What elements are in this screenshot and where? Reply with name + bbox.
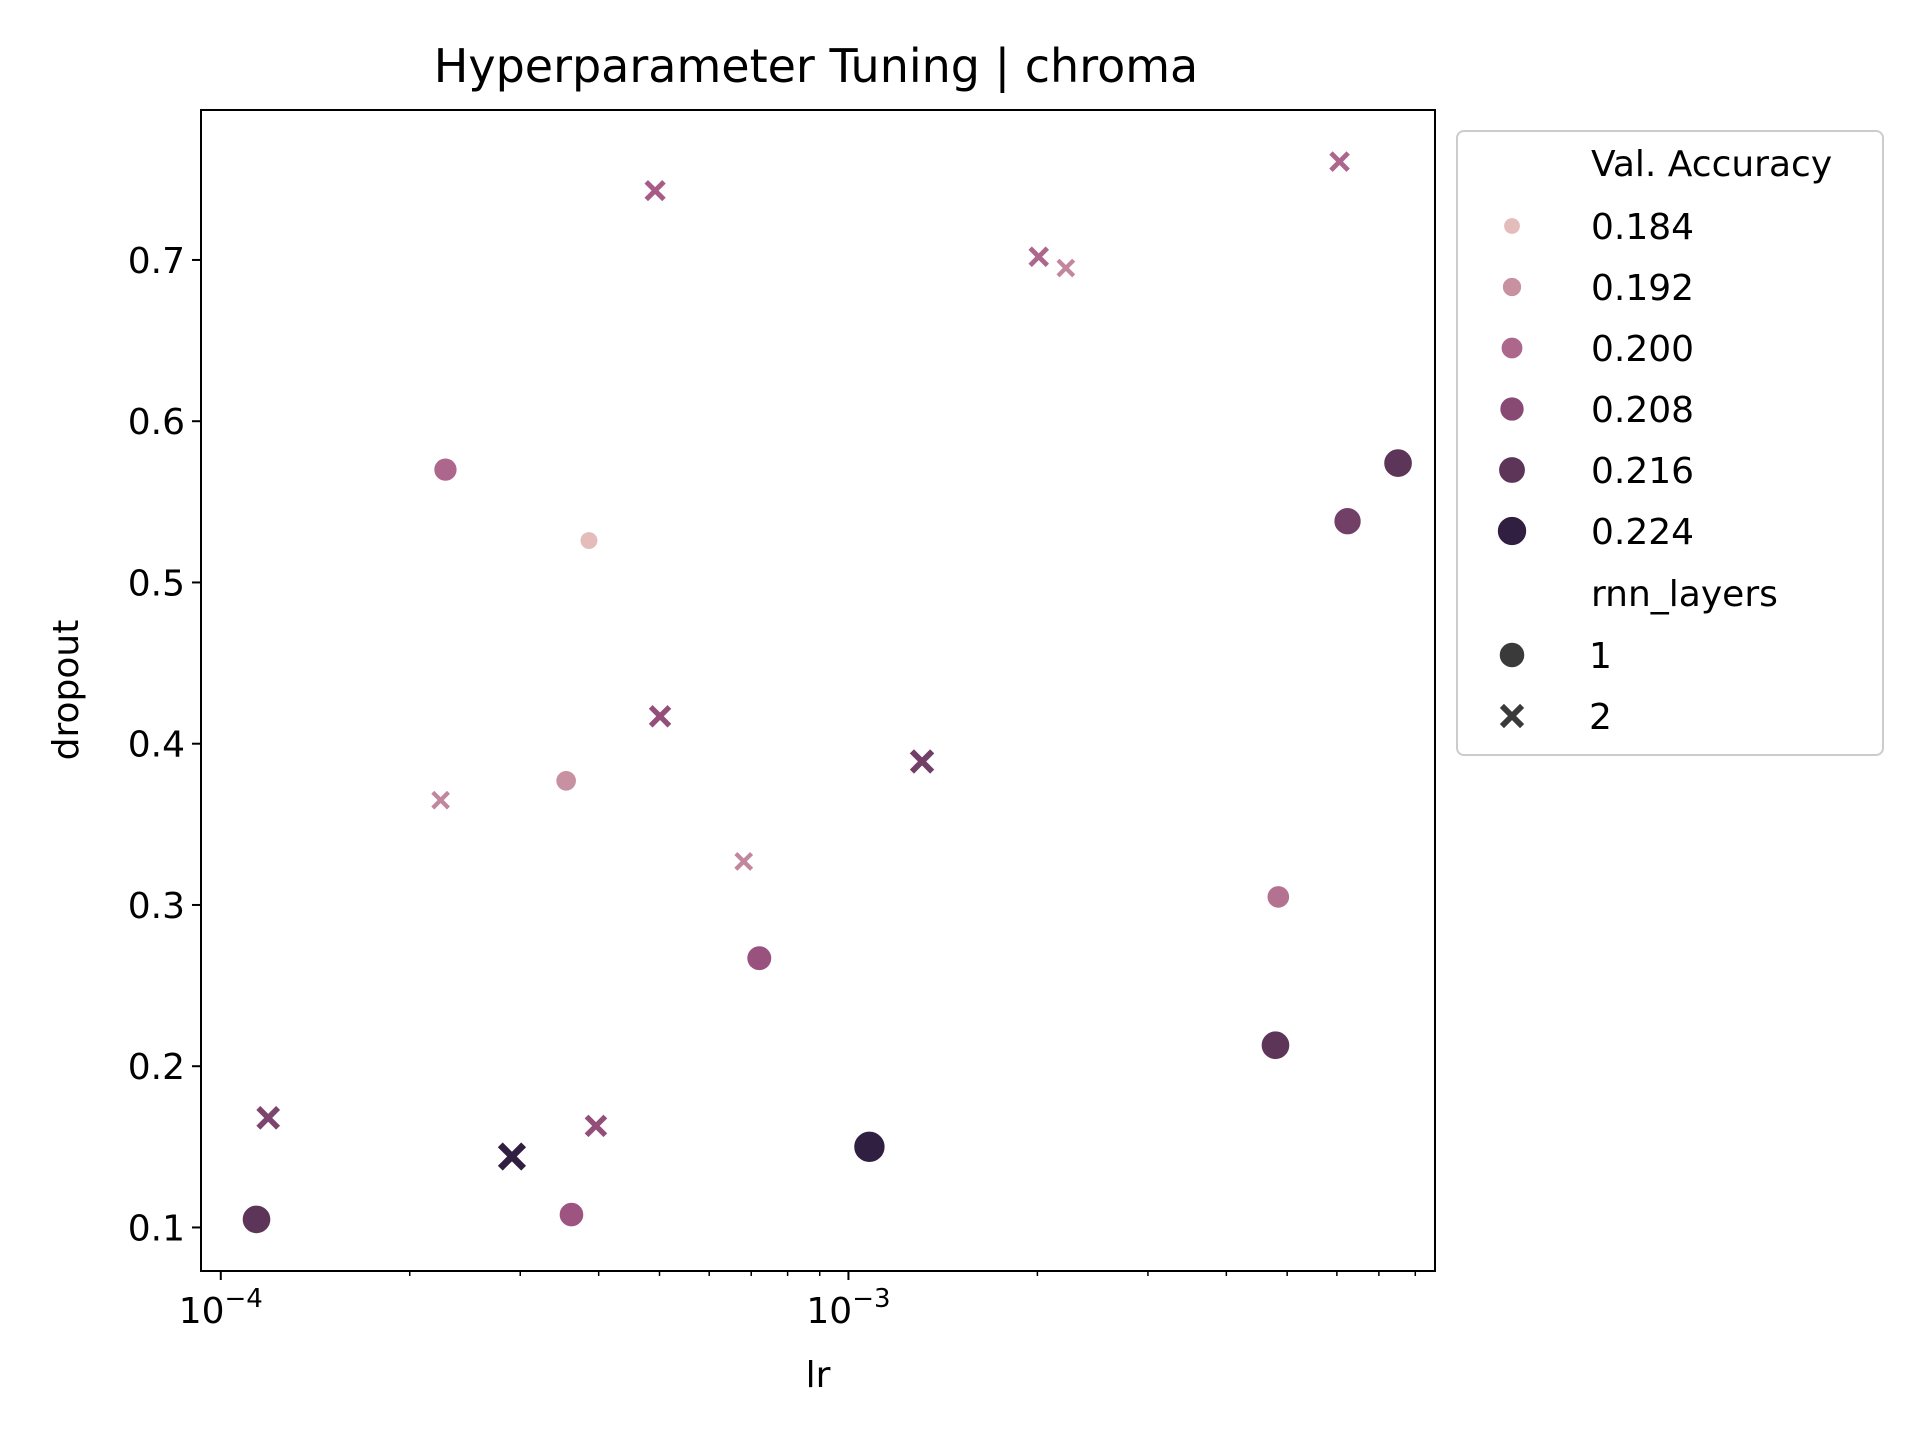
legend-hue-label: 0.184 [1591,207,1694,248]
data-point-circle [432,456,459,483]
y-tick-label: 0.5 [128,563,185,604]
data-point-circle [852,1130,887,1164]
data-point-x [1026,244,1051,269]
data-point-circle [1332,506,1363,536]
data-point-x [647,703,673,730]
data-point-circle [1265,884,1291,910]
y-tick-label: 0.6 [128,402,185,443]
legend-style-marker-x [1498,702,1526,730]
data-point-x [1327,149,1352,174]
data-point-circle [558,1201,585,1228]
legend-box [1456,130,1884,756]
data-point-circle [578,530,599,551]
legend-hue-marker [1497,455,1527,485]
data-point-circle [554,769,578,793]
legend-hue-label: 0.200 [1591,329,1694,370]
y-tick-label: 0.7 [128,241,185,282]
data-point-circle [1260,1029,1291,1061]
x-axis-label: lr [806,1355,831,1396]
y-tick-label: 0.3 [128,886,185,927]
y-tick-label: 0.2 [128,1047,185,1088]
data-point-circle [745,944,773,972]
data-point-circle [241,1204,272,1235]
data-point-x [732,850,755,873]
legend: Val. Accuracy 0.1840.1920.2000.2080.2160… [1456,130,1884,756]
legend-hue-label: 0.192 [1591,268,1694,309]
chart-title: Hyperparameter Tuning | chroma [434,39,1198,94]
x-axis-ticks: 10−4 10−3 [179,1271,1417,1332]
data-point-x [1054,256,1077,280]
x-tick-label: 10−3 [806,1284,890,1332]
data-point-circle [1382,447,1414,479]
plot-area-frame [200,109,1436,1272]
data-point-x [254,1104,282,1132]
legend-style-label: 1 [1589,636,1612,677]
legend-style-marker-circle [1498,641,1526,669]
legend-hue-title: Val. Accuracy [1591,144,1832,185]
legend-hue-label: 0.216 [1591,451,1694,492]
data-point-x [908,747,936,776]
legend-hue-marker [1500,336,1524,360]
y-axis-label: dropout [46,620,87,761]
legend-hue-marker [1496,515,1528,547]
data-point-x [582,1112,609,1139]
legend-hue-entries: 0.184 0.192 0.200 0.208 0.216 0.224 [1496,207,1694,553]
legend-hue-label: 0.224 [1591,512,1694,553]
y-tick-label: 0.1 [128,1208,185,1249]
legend-hue-marker [1498,395,1526,423]
data-point-x [496,1140,528,1173]
legend-hue-marker [1502,216,1522,236]
legend-style-entries: 12 [1498,636,1612,738]
legend-hue-label: 0.208 [1591,390,1694,431]
y-axis-ticks: 0.1 0.2 0.3 0.4 0.5 0.6 0.7 [128,241,201,1249]
legend-style-title: rnn_layers [1591,574,1778,615]
data-point-x [429,789,452,812]
data-points [241,149,1414,1235]
legend-hue-marker [1501,276,1523,298]
data-point-x [642,178,668,203]
legend-style-label: 2 [1589,697,1612,738]
x-tick-label: 10−4 [179,1284,263,1332]
y-tick-label: 0.4 [128,725,185,766]
